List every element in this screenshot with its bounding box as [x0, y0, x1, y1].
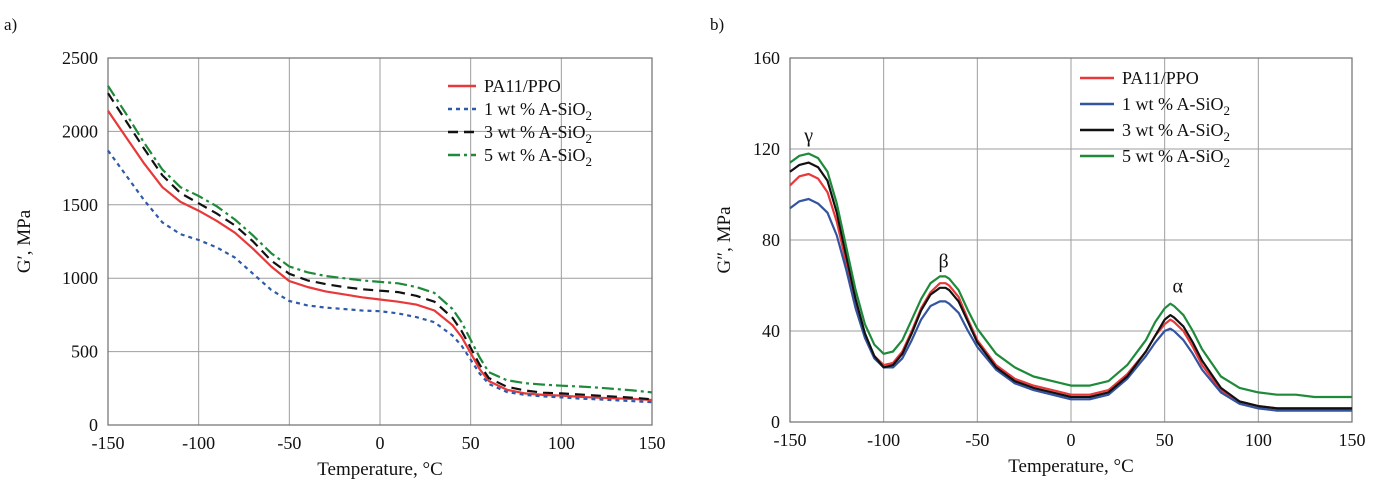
legend-label-3: 3 wt % A-SiO2: [1122, 120, 1230, 144]
legend-label-2: 1 wt % A-SiO2: [484, 99, 592, 123]
y-tick-label: 2000: [62, 121, 98, 141]
y-axis-label: G′, MPa: [14, 209, 35, 273]
chart-panel-1: -150 -100 -50 0 50 100 15005001000150020002500…: [4, 15, 666, 480]
series-line-2: [107, 149, 653, 404]
x-tick-label: -50: [277, 433, 301, 453]
x-tick-label: 100: [548, 433, 575, 453]
x-tick-label: -100: [867, 430, 900, 450]
x-tick-label: -100: [182, 433, 215, 453]
x-tick-label: 50: [1156, 430, 1174, 450]
legend-label-1: PA11/PPO: [1122, 68, 1199, 88]
x-tick-label: 50: [462, 433, 480, 453]
y-tick-label: 0: [89, 415, 98, 435]
peak-annotation: γ: [803, 125, 813, 147]
series-line-1: [107, 110, 653, 402]
peak-annotation: α: [1173, 275, 1184, 297]
series-line-3: [789, 161, 1352, 410]
x-tick-label: 0: [1067, 430, 1076, 450]
x-axis-label: Temperature, °C: [1008, 456, 1134, 477]
x-tick-label: 100: [1245, 430, 1272, 450]
peak-annotation: β: [939, 250, 949, 272]
y-tick-label: 160: [753, 48, 780, 68]
plot-frame: [789, 57, 1353, 423]
legend-label-4: 5 wt % A-SiO2: [484, 145, 592, 169]
y-tick-label: 2500: [62, 48, 98, 68]
x-tick-label: -150: [92, 433, 125, 453]
y-tick-label: 120: [753, 139, 780, 159]
series-line-2: [789, 197, 1352, 412]
legend-label-4: 5 wt % A-SiO2: [1122, 146, 1230, 170]
x-tick-label: -150: [774, 430, 807, 450]
y-tick-label: 1500: [62, 195, 98, 215]
y-tick-label: 40: [762, 321, 780, 341]
x-axis-label: Temperature, °C: [317, 459, 443, 480]
series-line-3: [107, 92, 653, 401]
x-tick-label: -50: [965, 430, 989, 450]
legend-label-2: 1 wt % A-SiO2: [1122, 94, 1230, 118]
y-tick-label: 500: [71, 342, 98, 362]
x-tick-label: 0: [376, 433, 385, 453]
legend-label-1: PA11/PPO: [484, 76, 561, 96]
x-tick-label: 150: [1339, 430, 1366, 450]
series-line-4: [107, 85, 653, 394]
panel-label: b): [710, 15, 724, 34]
series-line-4: [789, 152, 1352, 399]
y-tick-label: 80: [762, 230, 780, 250]
plot-frame: [107, 57, 653, 426]
legend-label-3: 3 wt % A-SiO2: [484, 122, 592, 146]
y-tick-label: 0: [771, 412, 780, 432]
panel-label: a): [4, 15, 17, 34]
y-tick-label: 1000: [62, 268, 98, 288]
x-tick-label: 150: [639, 433, 666, 453]
y-axis-label: G″, MPa: [714, 206, 735, 274]
chart-panel-2: -150 -100 -50 0 50 100 150 0 40 80 120 160 Temperatu…: [710, 15, 1366, 477]
